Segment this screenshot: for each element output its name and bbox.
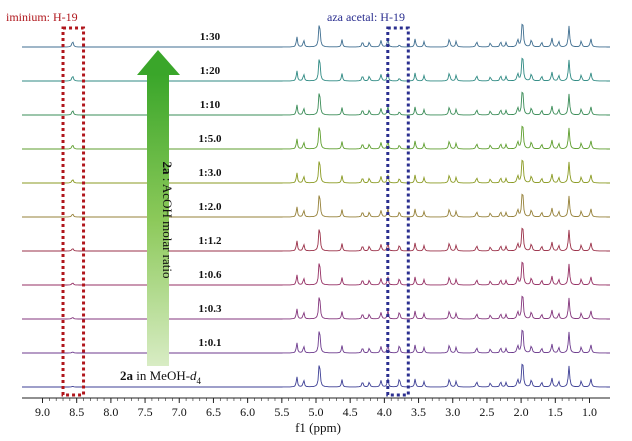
annotation-group: iminium: H-19 aza acetal: H-19 [6,10,410,397]
x-axis: 9.0 8.5 8.0 7.5 7.0 6.5 6.0 5.5 5.0 4.5 4.0 3.5 3.0 2… [22,397,610,419]
spectrum-trace [22,261,610,286]
x-tick-label: 5.0 [309,405,324,419]
ratio-label: 1:0.1 [199,337,222,349]
ratio-label: 1:20 [200,65,221,77]
annotation-label: aza acetal: H-19 [327,10,405,24]
spectrum-trace [22,227,610,252]
x-tick-label: 1.0 [582,405,597,419]
spectrum-trace [22,363,610,388]
x-tick-label: 9.0 [35,405,50,419]
series-labels: 1:30 1:20 1:10 1:5.0 1:3.0 1:2.0 1:1.2 1:0.6 1:0… [199,31,222,349]
ratio-label: 1:5.0 [199,133,222,145]
x-tick-label: 4.5 [343,405,358,419]
arrow-label: 2a : AcOH molar ratio [160,162,175,279]
ratio-label: 1:3.0 [199,167,222,179]
x-tick-label: 7.5 [138,405,153,419]
x-tick-label: 1.5 [548,405,563,419]
x-tick-label: 2.0 [514,405,529,419]
highlight-box [61,26,86,397]
spectrum-trace [22,329,610,354]
x-tick-label: 5.5 [274,405,289,419]
ratio-arrow: 2a : AcOH molar ratio [137,50,180,366]
x-axis-label: f1 (ppm) [295,420,341,435]
x-tick-label: 6.0 [240,405,255,419]
x-tick-label: 3.5 [411,405,426,419]
spectrum-trace [22,23,610,48]
x-tick-label: 6.5 [206,405,221,419]
bottom-spectrum-label: 2a in MeOH-d4 [120,368,202,386]
x-tick-label: 3.0 [445,405,460,419]
ratio-label: 1:1.2 [199,235,222,247]
ratio-label: 1:0.3 [199,303,222,315]
x-tick-label: 8.0 [103,405,118,419]
spectrum-trace [22,91,610,116]
annotation-label: iminium: H-19 [6,10,78,24]
ratio-label: 1:2.0 [199,201,222,213]
x-tick-label: 2.5 [479,405,494,419]
spectrum-trace [22,295,610,320]
x-tick-label: 7.0 [172,405,187,419]
spectrum-trace [22,57,610,82]
x-tick-label: 8.5 [69,405,84,419]
ratio-label: 1:30 [200,31,221,43]
ratio-label: 1:10 [200,99,221,111]
spectra-group [22,23,610,388]
highlight-box [386,26,410,397]
spectrum-trace [22,193,610,218]
ratio-label: 1:0.6 [199,269,222,281]
x-tick-label: 4.0 [377,405,392,419]
spectrum-trace [22,159,610,184]
spectrum-trace [22,125,610,150]
